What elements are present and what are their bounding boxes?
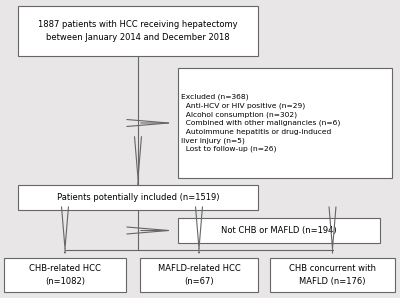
FancyBboxPatch shape [18, 6, 258, 56]
Text: CHB-related HCC
(n=1082): CHB-related HCC (n=1082) [29, 264, 101, 285]
FancyBboxPatch shape [270, 258, 395, 292]
Text: MAFLD-related HCC
(n=67): MAFLD-related HCC (n=67) [158, 264, 240, 285]
FancyBboxPatch shape [178, 218, 380, 243]
Text: Patients potentially included (n=1519): Patients potentially included (n=1519) [57, 193, 219, 202]
FancyBboxPatch shape [178, 68, 392, 178]
Text: Not CHB or MAFLD (n=194): Not CHB or MAFLD (n=194) [221, 226, 337, 235]
FancyBboxPatch shape [140, 258, 258, 292]
FancyBboxPatch shape [18, 185, 258, 210]
FancyBboxPatch shape [4, 258, 126, 292]
Text: CHB concurrent with
MAFLD (n=176): CHB concurrent with MAFLD (n=176) [289, 264, 376, 285]
Text: 1887 patients with HCC receiving hepatectomy
between January 2014 and December 2: 1887 patients with HCC receiving hepatec… [38, 21, 238, 42]
Text: Excluded (n=368)
  Anti-HCV or HIV positive (n=29)
  Alcohol consumption (n=302): Excluded (n=368) Anti-HCV or HIV positiv… [181, 94, 340, 152]
